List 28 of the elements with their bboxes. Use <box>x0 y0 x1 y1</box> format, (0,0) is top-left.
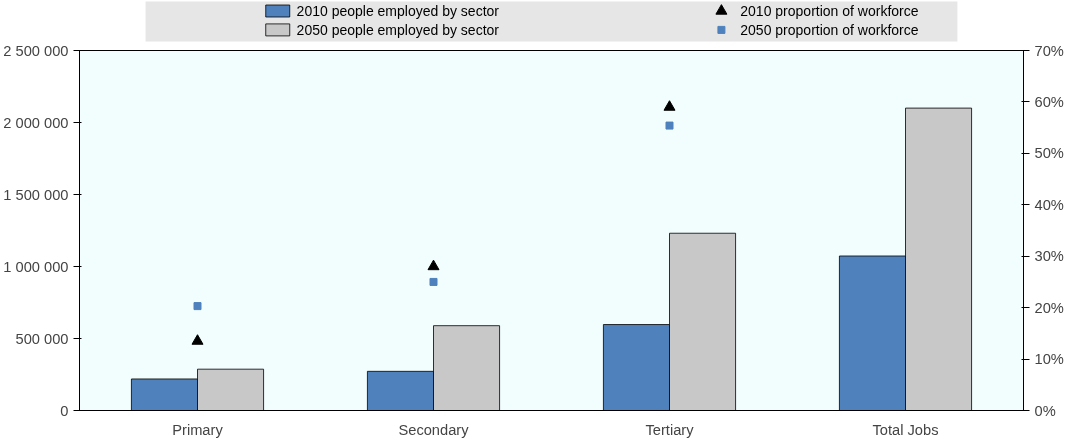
point <box>665 121 674 130</box>
y2-tick-label: 30% <box>1034 248 1064 265</box>
x-tick-label: Primary <box>172 421 224 438</box>
y-tick-label: 500 000 <box>15 330 69 347</box>
y2-tick-label: 70% <box>1034 42 1064 59</box>
y-tick-label: 0 <box>60 402 69 419</box>
x-tick-label: Secondary <box>398 421 470 438</box>
point <box>427 259 440 271</box>
y2-tick-label: 60% <box>1034 93 1064 110</box>
y-tick-label: 2 500 000 <box>3 42 69 59</box>
x-tick-label: Tertiary <box>645 421 695 438</box>
y2-tick-label: 20% <box>1034 299 1064 316</box>
legend-label: 2010 people employed by sector <box>296 3 500 19</box>
x-tick-label: Total Jobs <box>872 421 939 438</box>
point <box>191 334 204 345</box>
legend-label: 2050 people employed by sector <box>296 21 500 38</box>
y2-tick-label: 0% <box>1034 402 1056 419</box>
y-tick-label: 2 000 000 <box>3 114 69 131</box>
legend-label: 2010 proportion of workforce <box>740 3 919 19</box>
y-tick-label: 1 500 000 <box>3 186 69 203</box>
y-tick-label: 1 000 000 <box>3 258 69 275</box>
y2-tick-label: 10% <box>1034 351 1064 368</box>
legend-label: 2050 proportion of workforce <box>740 21 919 38</box>
point <box>663 100 676 111</box>
point <box>429 277 438 286</box>
point <box>193 302 202 311</box>
y2-tick-label: 50% <box>1034 145 1064 162</box>
y2-tick-label: 40% <box>1034 196 1064 213</box>
